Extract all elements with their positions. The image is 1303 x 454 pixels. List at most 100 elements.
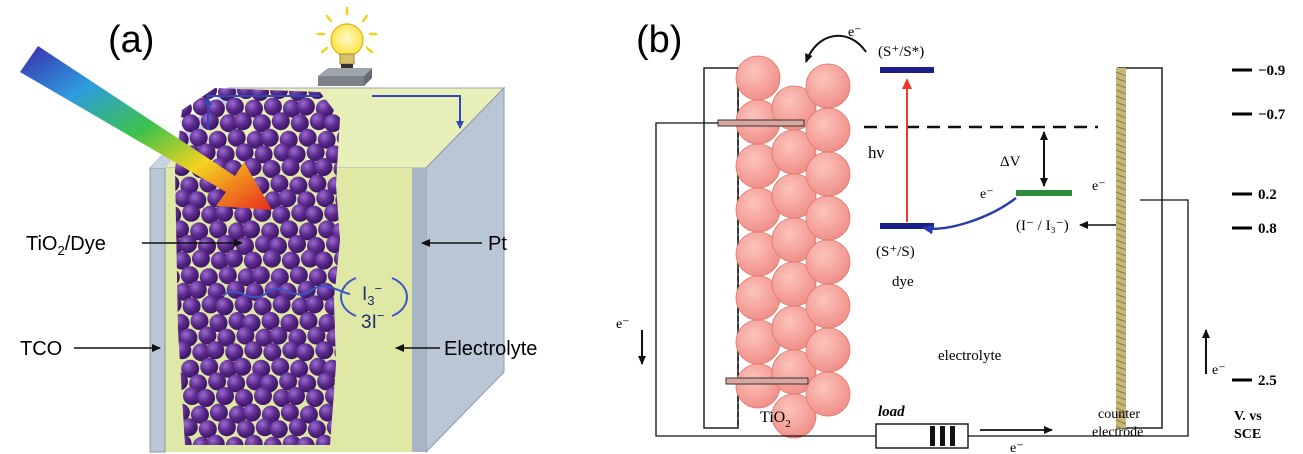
dye-particle: [251, 88, 269, 101]
tio2-sphere: [805, 283, 851, 329]
dye-particle: [251, 266, 270, 285]
potential-tick-label: −0.7: [1258, 107, 1286, 123]
dye-particle: [315, 434, 334, 445]
dye-particle: [181, 359, 200, 378]
dye-particle: [317, 372, 336, 391]
dye-particle: [289, 266, 308, 285]
tio2-sphere: [735, 55, 781, 101]
dye-particle: [175, 237, 183, 255]
counter-electrode-texture: [1115, 71, 1127, 431]
electron-path: [221, 287, 313, 299]
dye-particle: [237, 88, 255, 99]
dye-particle: [273, 143, 292, 162]
redox-arc-left: [340, 277, 357, 317]
dye-particle: [255, 328, 274, 347]
axis-label-1: V. vs: [1234, 409, 1262, 424]
dye-particle: [263, 97, 282, 116]
dye-particle: [235, 143, 254, 162]
tio2-dye-label: TiO2/Dye: [26, 233, 106, 258]
dye-particle: [288, 418, 307, 437]
dye-particle: [181, 114, 200, 133]
dye-particle: [290, 114, 309, 133]
dye-particle: [179, 235, 197, 253]
dye-particle: [289, 176, 308, 195]
dye-particle: [175, 88, 179, 99]
dye-particle: [175, 326, 184, 345]
dye-particle: [246, 372, 265, 391]
dye-particle: [300, 249, 319, 268]
coating-stripe: [1115, 221, 1127, 227]
dye-particle: [190, 405, 209, 424]
dye-particle: [233, 112, 252, 131]
injection-arrow: [805, 34, 867, 63]
tio2-sphere: [805, 371, 851, 417]
dye-particle: [280, 220, 299, 239]
coating-stripe: [1115, 191, 1127, 197]
dye-particle: [237, 268, 256, 287]
external-circuit: [655, 122, 1189, 437]
dye-particle: [217, 418, 236, 437]
circuit-electron-right: e⁻: [1212, 363, 1226, 378]
dye-particle: [296, 343, 315, 362]
dye-particle: [225, 343, 244, 362]
dye-particle: [305, 205, 324, 224]
coating-stripe: [1115, 263, 1127, 269]
coating-stripe: [1115, 185, 1127, 191]
dye-particle: [224, 249, 243, 268]
coating-stripe: [1115, 275, 1127, 281]
dye-particle: [269, 326, 288, 345]
coating-stripe: [1115, 131, 1127, 137]
coating-stripe: [1115, 125, 1127, 131]
coating-stripe: [1115, 425, 1127, 431]
tio2-sphere: [805, 63, 851, 109]
coating-stripe: [1115, 77, 1127, 83]
dye-particle: [197, 389, 215, 407]
dye-particle: [215, 203, 234, 222]
dye-particle: [183, 387, 201, 405]
redox-couple-label: (I⁻ / I₃⁻): [1016, 218, 1069, 234]
dye-particle: [182, 203, 201, 222]
dye-particle: [206, 341, 225, 360]
tio2-sphere: [771, 393, 817, 439]
dye-particle: [228, 405, 247, 424]
panel-b: (b) hν e⁻ e⁻ ΔV (S⁺/S*) (S⁺/S) dye (I⁻ /…: [616, 19, 1286, 454]
coating-stripe: [1115, 341, 1127, 347]
dye-particle: [192, 436, 211, 445]
tco-electrode: [149, 167, 166, 453]
coating-stripe: [1115, 119, 1127, 125]
dye-particle: [271, 112, 290, 131]
dye-particle: [180, 88, 198, 101]
dye-particle: [314, 251, 333, 270]
coating-stripe: [1115, 269, 1127, 275]
dye-particle: [175, 189, 193, 208]
coating-stripe: [1115, 293, 1127, 299]
dye-particle: [225, 97, 244, 116]
dye-particle: [246, 130, 265, 149]
coating-stripe: [1115, 281, 1127, 287]
dye-particle: [314, 158, 333, 176]
light-bulb-icon: [316, 6, 378, 86]
dye-particle: [242, 403, 261, 422]
coating-stripe: [1115, 251, 1127, 257]
coating-stripe: [1115, 239, 1127, 245]
coating-stripe: [1115, 227, 1127, 233]
dye-particle: [180, 266, 199, 285]
coating-stripe: [1115, 311, 1127, 317]
potential-tick-label: −0.9: [1258, 63, 1285, 79]
dye-particle: [287, 387, 305, 405]
coating-stripe: [1115, 407, 1127, 413]
dye-particle: [244, 434, 263, 445]
excited-state-label: (S⁺/S*): [878, 44, 924, 60]
dye-particle: [255, 235, 273, 253]
coating-stripe: [1115, 305, 1127, 311]
dye-particle: [175, 205, 182, 224]
load-label: load: [878, 404, 905, 420]
dye-particle: [190, 312, 209, 330]
potential-axis: −0.9 −0.7 0.2 0.8 2.5: [1232, 63, 1286, 389]
dye-particle: [299, 312, 318, 330]
coating-stripe: [1115, 401, 1127, 407]
dye-particle: [261, 312, 280, 330]
coating-stripe: [1115, 359, 1127, 365]
panel-a-label: (a): [108, 19, 154, 61]
dye-particle: [217, 235, 235, 253]
